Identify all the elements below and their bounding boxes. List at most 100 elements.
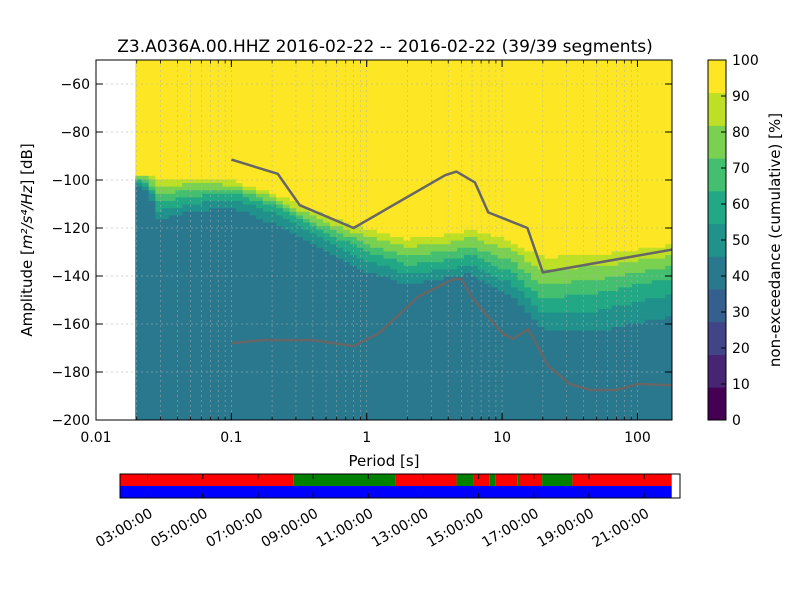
heatmap-cell xyxy=(383,139,391,144)
heatmap-cell xyxy=(262,70,271,75)
heatmap-cell xyxy=(168,196,177,201)
heatmap-cell xyxy=(370,200,378,205)
heatmap-cell xyxy=(262,355,271,360)
heatmap-cell xyxy=(135,351,143,356)
heatmap-cell xyxy=(376,333,385,338)
heatmap-cell xyxy=(383,178,391,183)
heatmap-cell xyxy=(383,358,391,363)
heatmap-cell xyxy=(410,250,418,255)
heatmap-cell xyxy=(423,301,432,306)
heatmap-cell xyxy=(276,402,284,407)
heatmap-cell xyxy=(336,150,344,155)
heatmap-cell xyxy=(168,153,177,158)
heatmap-cell xyxy=(443,290,452,295)
heatmap-cell xyxy=(175,135,183,140)
heatmap-cell xyxy=(289,106,297,111)
heatmap-cell xyxy=(276,373,284,378)
heatmap-cell xyxy=(195,376,203,381)
heatmap-cell xyxy=(336,128,344,133)
heatmap-cell xyxy=(430,207,438,212)
heatmap-cell xyxy=(370,319,378,324)
heatmap-cell xyxy=(363,222,371,227)
heatmap-cell xyxy=(343,60,351,65)
heatmap-cell xyxy=(450,222,458,227)
heatmap-cell xyxy=(209,132,217,137)
heatmap-cell xyxy=(282,279,291,284)
heatmap-cell xyxy=(262,160,271,165)
heatmap-cell xyxy=(249,211,257,216)
heatmap-cell xyxy=(222,398,230,403)
heatmap-cell xyxy=(162,315,170,320)
heatmap-cell xyxy=(141,276,150,281)
heatmap-cell xyxy=(396,301,405,306)
heatmap-cell xyxy=(417,200,425,205)
heatmap-column xyxy=(135,60,143,420)
heatmap-cell xyxy=(276,204,284,209)
heatmap-cell xyxy=(383,142,391,147)
heatmap-cell xyxy=(370,369,378,374)
heatmap-cell xyxy=(316,99,324,104)
heatmap-cell xyxy=(464,373,472,378)
heatmap-cell xyxy=(302,110,311,115)
heatmap-cell xyxy=(188,204,197,209)
heatmap-cell xyxy=(457,70,465,75)
heatmap-cell xyxy=(168,376,177,381)
heatmap-cell xyxy=(162,254,170,259)
heatmap-cell xyxy=(175,380,183,385)
heatmap-cell xyxy=(376,286,385,291)
heatmap-cell xyxy=(296,391,304,396)
heatmap-cell xyxy=(370,351,378,356)
heatmap-cell xyxy=(182,204,190,209)
heatmap-cell xyxy=(370,373,378,378)
heatmap-cell xyxy=(316,394,324,399)
heatmap-cell xyxy=(202,196,210,201)
heatmap-cell xyxy=(443,189,452,194)
heatmap-cell xyxy=(249,376,257,381)
heatmap-cell xyxy=(229,297,237,302)
heatmap-cell xyxy=(135,142,143,147)
heatmap-cell xyxy=(356,380,364,385)
heatmap-cell xyxy=(148,258,156,263)
heatmap-cell xyxy=(215,160,224,165)
heatmap-cell xyxy=(282,355,291,360)
heatmap-cell xyxy=(417,290,425,295)
heatmap-cell xyxy=(370,110,378,115)
heatmap-cell xyxy=(202,402,210,407)
heatmap-cell xyxy=(383,160,391,165)
heatmap-cell xyxy=(289,232,297,237)
heatmap-cell xyxy=(316,193,324,198)
heatmap-cell xyxy=(256,250,264,255)
heatmap-cell xyxy=(329,70,338,75)
heatmap-cell xyxy=(363,312,371,317)
heatmap-cell xyxy=(396,121,405,126)
heatmap-cell xyxy=(437,189,445,194)
heatmap-cell xyxy=(182,312,190,317)
heatmap-cell xyxy=(269,85,277,90)
heatmap-cell xyxy=(249,366,257,371)
heatmap-cell xyxy=(316,196,324,201)
heatmap-cell xyxy=(202,405,210,410)
heatmap-cell xyxy=(302,301,311,306)
heatmap-cell xyxy=(188,308,197,313)
heatmap-cell xyxy=(417,405,425,410)
heatmap-cell xyxy=(188,232,197,237)
heatmap-cell xyxy=(155,301,163,306)
heatmap-cell xyxy=(376,358,385,363)
heatmap-cell xyxy=(155,186,163,191)
heatmap-cell xyxy=(262,117,271,122)
heatmap-cell xyxy=(370,286,378,291)
heatmap-cell xyxy=(229,211,237,216)
heatmap-cell xyxy=(209,70,217,75)
heatmap-cell xyxy=(276,261,284,266)
heatmap-cell xyxy=(209,387,217,392)
heatmap-cell xyxy=(403,150,411,155)
heatmap-cell xyxy=(450,265,458,270)
heatmap-cell xyxy=(282,362,291,367)
heatmap-cell xyxy=(188,160,197,165)
heatmap-cell xyxy=(457,265,465,270)
heatmap-cell xyxy=(256,67,264,72)
heatmap-cell xyxy=(209,189,217,194)
heatmap-cell xyxy=(182,416,190,420)
heatmap-cell xyxy=(162,272,170,277)
heatmap-cell xyxy=(423,168,432,173)
